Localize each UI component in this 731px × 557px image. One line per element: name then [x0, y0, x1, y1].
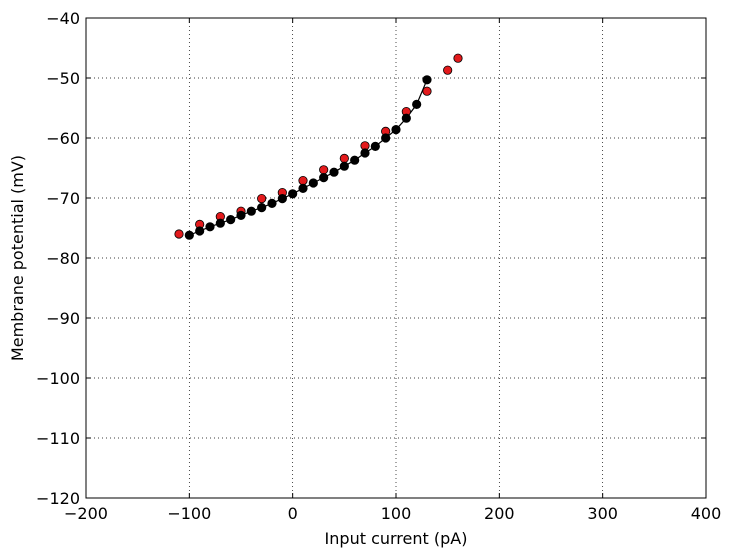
series-0-point: [350, 155, 360, 165]
y-axis-label: Membrane potential (mV): [8, 155, 27, 361]
series-0-point: [277, 194, 287, 204]
series-0-point: [308, 178, 318, 188]
series-0-point: [298, 183, 308, 193]
y-tick-label: −80: [46, 249, 80, 268]
series-0-point: [205, 222, 215, 232]
plot-frame: [85, 17, 707, 499]
series-0-point: [422, 75, 432, 85]
series-0-point: [339, 161, 349, 171]
series-0-point: [370, 141, 380, 151]
series-0-point: [215, 218, 225, 228]
x-tick-label: 300: [587, 504, 618, 523]
x-axis-label: Input current (pA): [325, 529, 468, 548]
y-tick-label: −40: [46, 9, 80, 28]
y-tick-label: −70: [46, 189, 80, 208]
series-0-point: [381, 133, 391, 143]
y-tick-label: −120: [36, 489, 80, 508]
series-0-point: [257, 203, 267, 213]
series-1-point: [422, 86, 432, 96]
series-0-point: [329, 167, 339, 177]
series-0-point: [360, 148, 370, 158]
y-tick-label: −50: [46, 69, 80, 88]
x-tick-label: −200: [64, 504, 108, 523]
y-tick-label: −90: [46, 309, 80, 328]
series-0-point: [391, 125, 401, 135]
series-0-point: [412, 99, 422, 110]
series-0-point: [236, 210, 246, 220]
series-0-point: [246, 206, 256, 216]
grid: [86, 18, 706, 498]
series-0-point: [195, 226, 205, 236]
series-0-point: [319, 173, 329, 183]
x-tick-label: −100: [167, 504, 211, 523]
series-markers: [174, 53, 463, 240]
x-tick-label: 200: [484, 504, 515, 523]
y-tick-label: −60: [46, 129, 80, 148]
series-0-point: [288, 189, 298, 199]
series-0-point: [267, 198, 277, 208]
ticks: −200 −100 0 100 200 300 400 −120 −110 −100 −90 −80 −…: [36, 9, 721, 523]
series-1-point: [174, 229, 184, 239]
series-1-point: [443, 65, 453, 75]
series-1-point: [319, 165, 329, 175]
y-tick-label: −100: [36, 369, 80, 388]
x-tick-label: 100: [381, 504, 412, 523]
y-tick-label: −110: [36, 429, 80, 448]
series-0-point: [184, 230, 194, 240]
x-tick-label: 400: [691, 504, 722, 523]
x-tick-label: 0: [288, 504, 298, 523]
series-1-point: [453, 53, 463, 63]
series-1-point: [339, 153, 349, 163]
series-1-point: [257, 194, 267, 204]
series-0-point: [226, 215, 236, 225]
series-1-point: [298, 176, 308, 186]
series-0-point: [401, 113, 411, 123]
